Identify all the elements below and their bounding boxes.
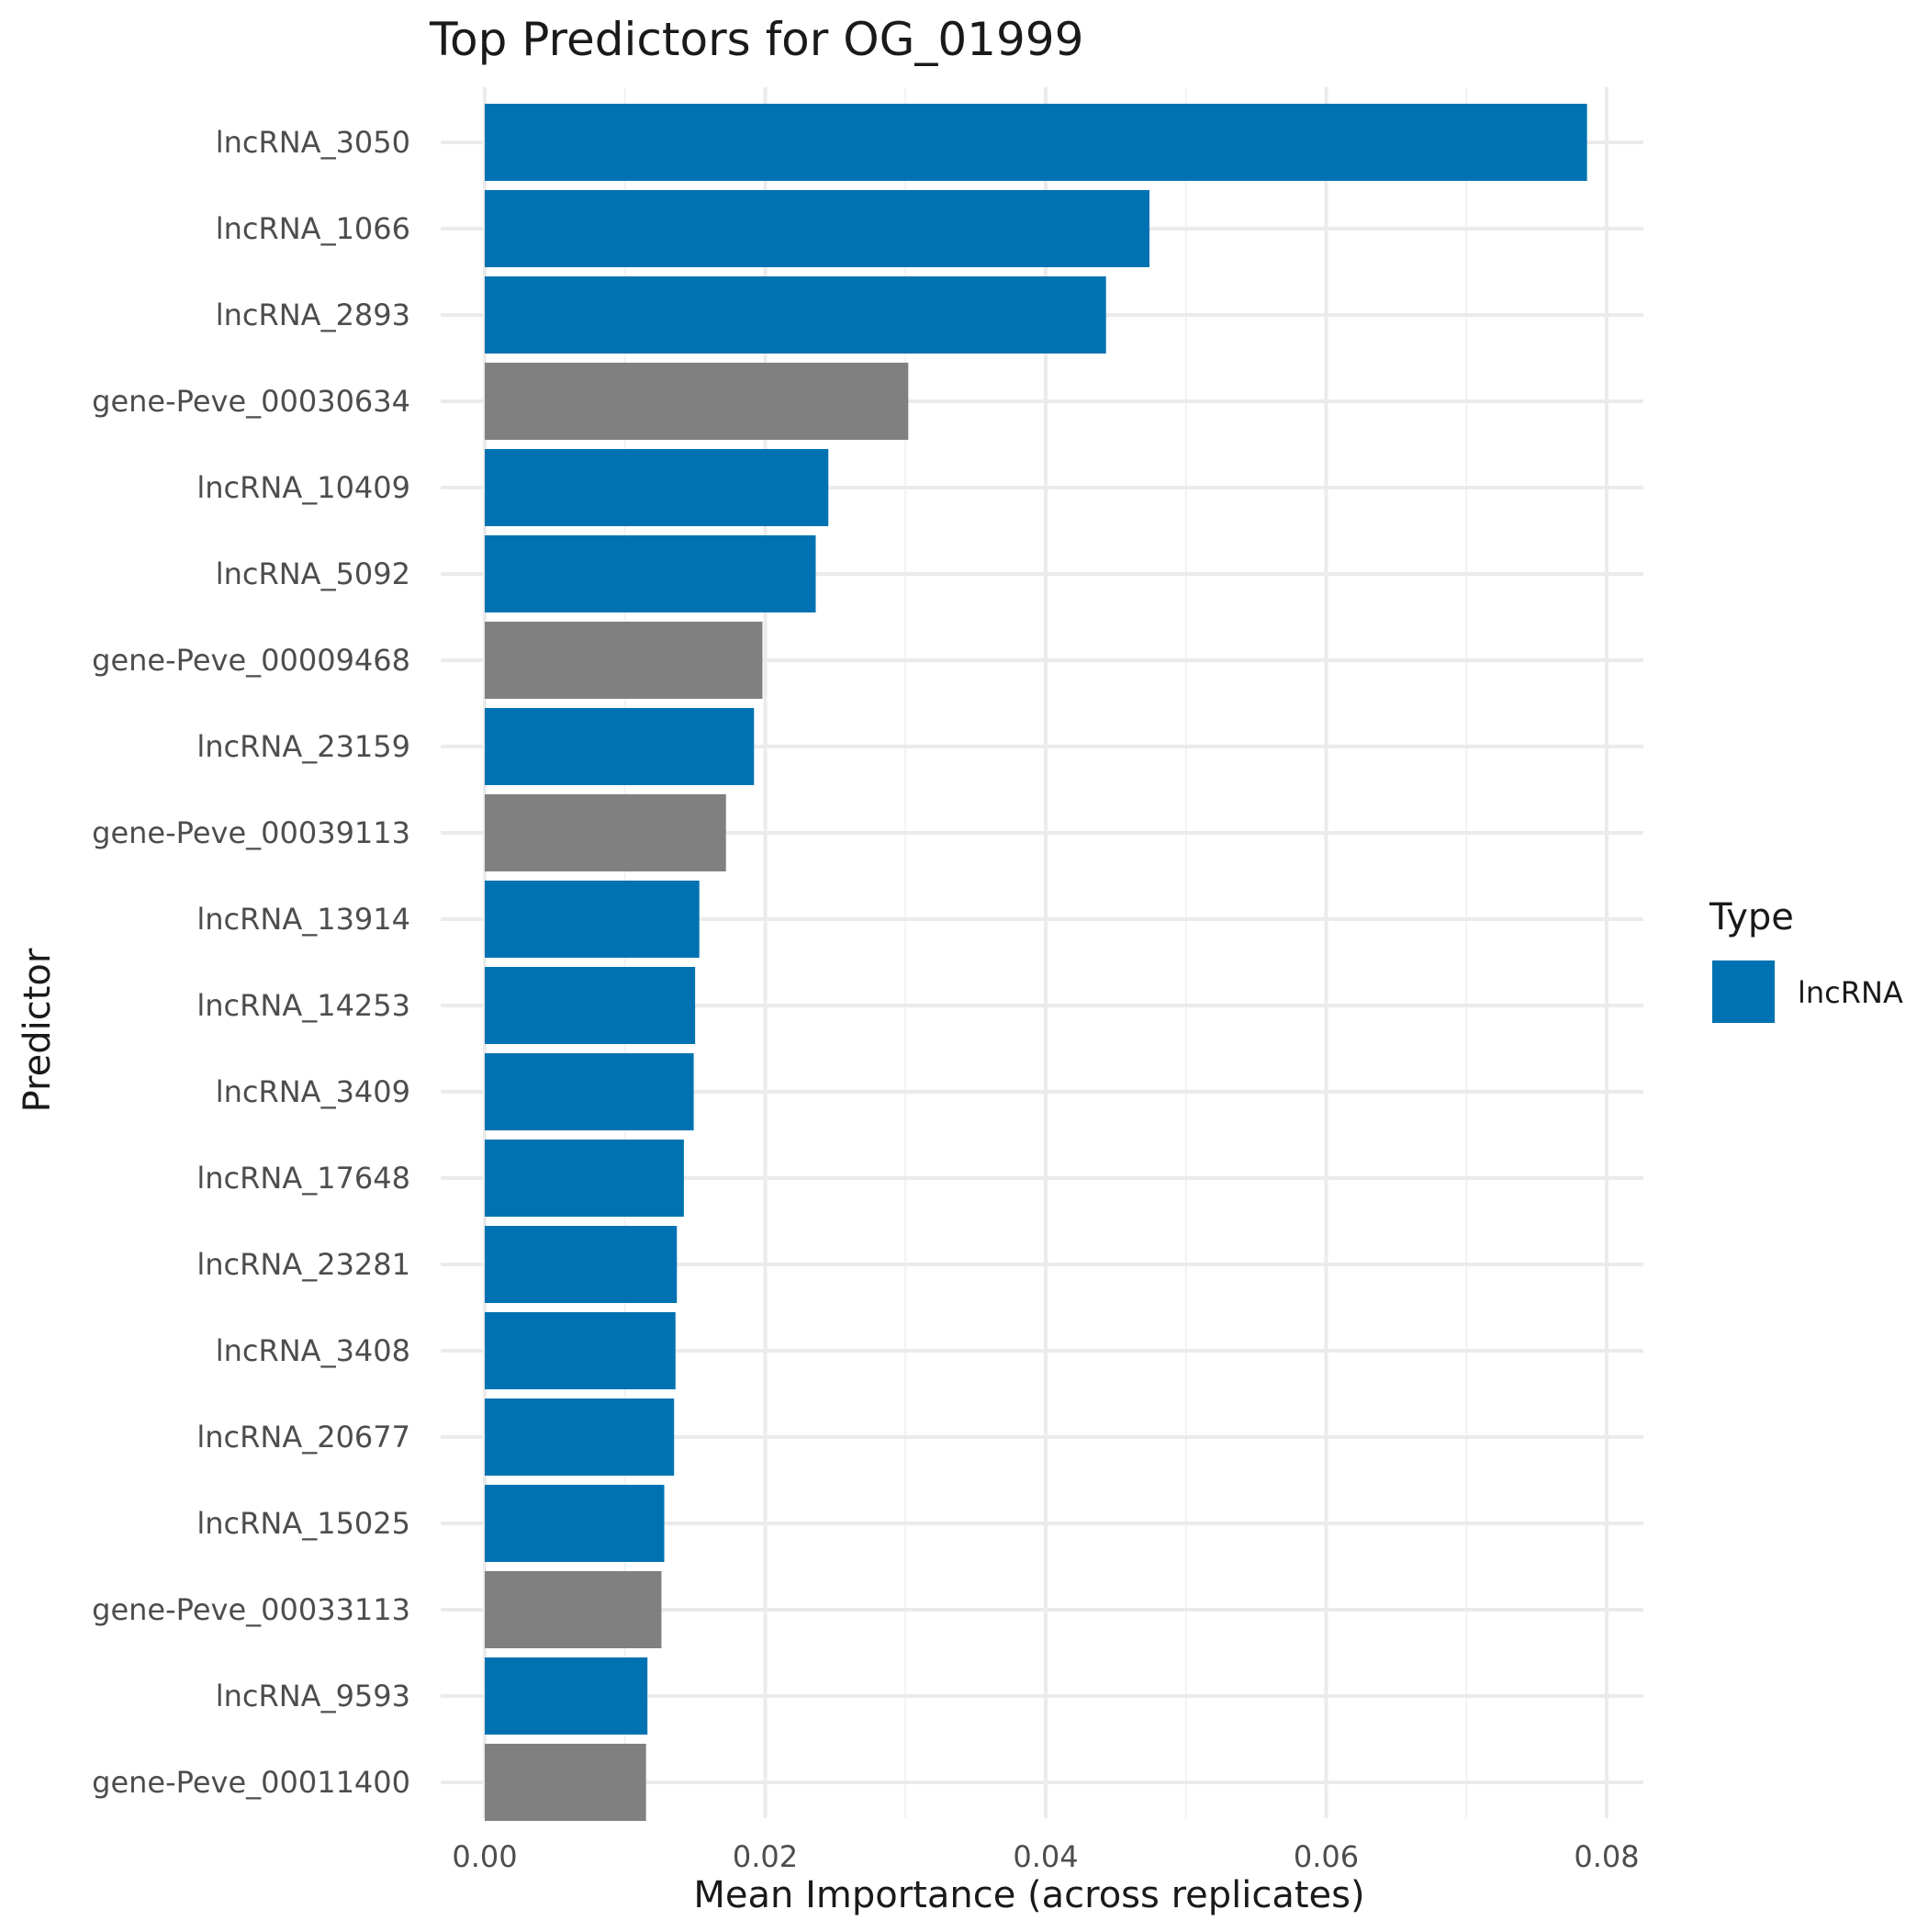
y-tick-label: gene-Peve_00011400 — [92, 1765, 410, 1800]
bar-lncrna_10409 — [485, 449, 829, 526]
legend-swatch-lncrna — [1712, 960, 1775, 1023]
y-tick-label: lncRNA_9593 — [216, 1679, 410, 1713]
x-tick-label: 0.08 — [1574, 1839, 1639, 1874]
y-tick-label: lncRNA_15025 — [196, 1506, 410, 1541]
bar-lncrna_23159 — [485, 708, 755, 785]
bar-gene-peve_00033113 — [485, 1571, 662, 1648]
x-tick-label: 0.00 — [452, 1839, 517, 1874]
bars — [485, 104, 1587, 1821]
bar-lncrna_3409 — [485, 1053, 694, 1130]
bar-lncrna_3408 — [485, 1312, 676, 1389]
y-tick-label: gene-Peve_00039113 — [92, 815, 410, 850]
bar-lncrna_3050 — [485, 104, 1587, 181]
y-tick-label: lncRNA_3409 — [216, 1074, 410, 1109]
bar-lncrna_20677 — [485, 1398, 675, 1476]
bar-lncrna_17648 — [485, 1140, 684, 1217]
y-tick-label: lncRNA_20677 — [196, 1420, 410, 1455]
y-tick-label: lncRNA_1066 — [216, 211, 410, 246]
y-tick-label: lncRNA_3408 — [216, 1333, 410, 1368]
bar-lncrna_15025 — [485, 1485, 665, 1562]
y-tick-label: gene-Peve_00009468 — [92, 643, 410, 678]
x-tick-labels: 0.00 0.02 0.04 0.06 0.08 — [452, 1839, 1639, 1874]
bar-lncrna_13914 — [485, 881, 700, 958]
y-tick-label: lncRNA_17648 — [196, 1161, 410, 1196]
x-tick-label: 0.02 — [733, 1839, 798, 1874]
y-tick-label: lncRNA_14253 — [196, 988, 410, 1023]
y-tick-label: lncRNA_23159 — [196, 729, 410, 764]
y-tick-label: gene-Peve_00033113 — [92, 1592, 410, 1627]
bar-lncrna_14253 — [485, 967, 696, 1044]
bar-lncrna_1066 — [485, 190, 1150, 267]
y-tick-label: lncRNA_2893 — [216, 298, 410, 332]
y-tick-label: lncRNA_23281 — [196, 1247, 410, 1282]
y-axis-label: Predictor — [17, 948, 59, 1112]
bar-lncrna_5092 — [485, 535, 816, 612]
y-tick-label: lncRNA_5092 — [216, 556, 410, 591]
legend-title: Type — [1709, 896, 1794, 938]
bar-gene-peve_00011400 — [485, 1744, 646, 1821]
legend-label-lncrna: lncRNA — [1798, 975, 1903, 1010]
legend: Type lncRNA — [1709, 896, 1903, 1023]
y-tick-label: gene-Peve_00030634 — [92, 384, 410, 419]
bar-lncrna_23281 — [485, 1226, 678, 1303]
bar-gene-peve_00030634 — [485, 363, 909, 440]
y-tick-labels: lncRNA_3050 lncRNA_1066 lncRNA_2893 gene-Pe… — [92, 125, 410, 1800]
bar-gene-peve_00039113 — [485, 794, 726, 871]
x-tick-label: 0.04 — [1013, 1839, 1078, 1874]
y-tick-label: lncRNA_3050 — [216, 125, 410, 160]
y-tick-label: lncRNA_10409 — [196, 470, 410, 505]
bar-gene-peve_00009468 — [485, 622, 763, 699]
bar-lncrna_9593 — [485, 1657, 648, 1735]
y-tick-label: lncRNA_13914 — [196, 902, 410, 937]
bar-lncrna_2893 — [485, 276, 1106, 354]
chart-title: Top Predictors for OG_01999 — [429, 13, 1083, 66]
x-tick-label: 0.06 — [1294, 1839, 1359, 1874]
x-axis-label: Mean Importance (across replicates) — [693, 1874, 1364, 1916]
